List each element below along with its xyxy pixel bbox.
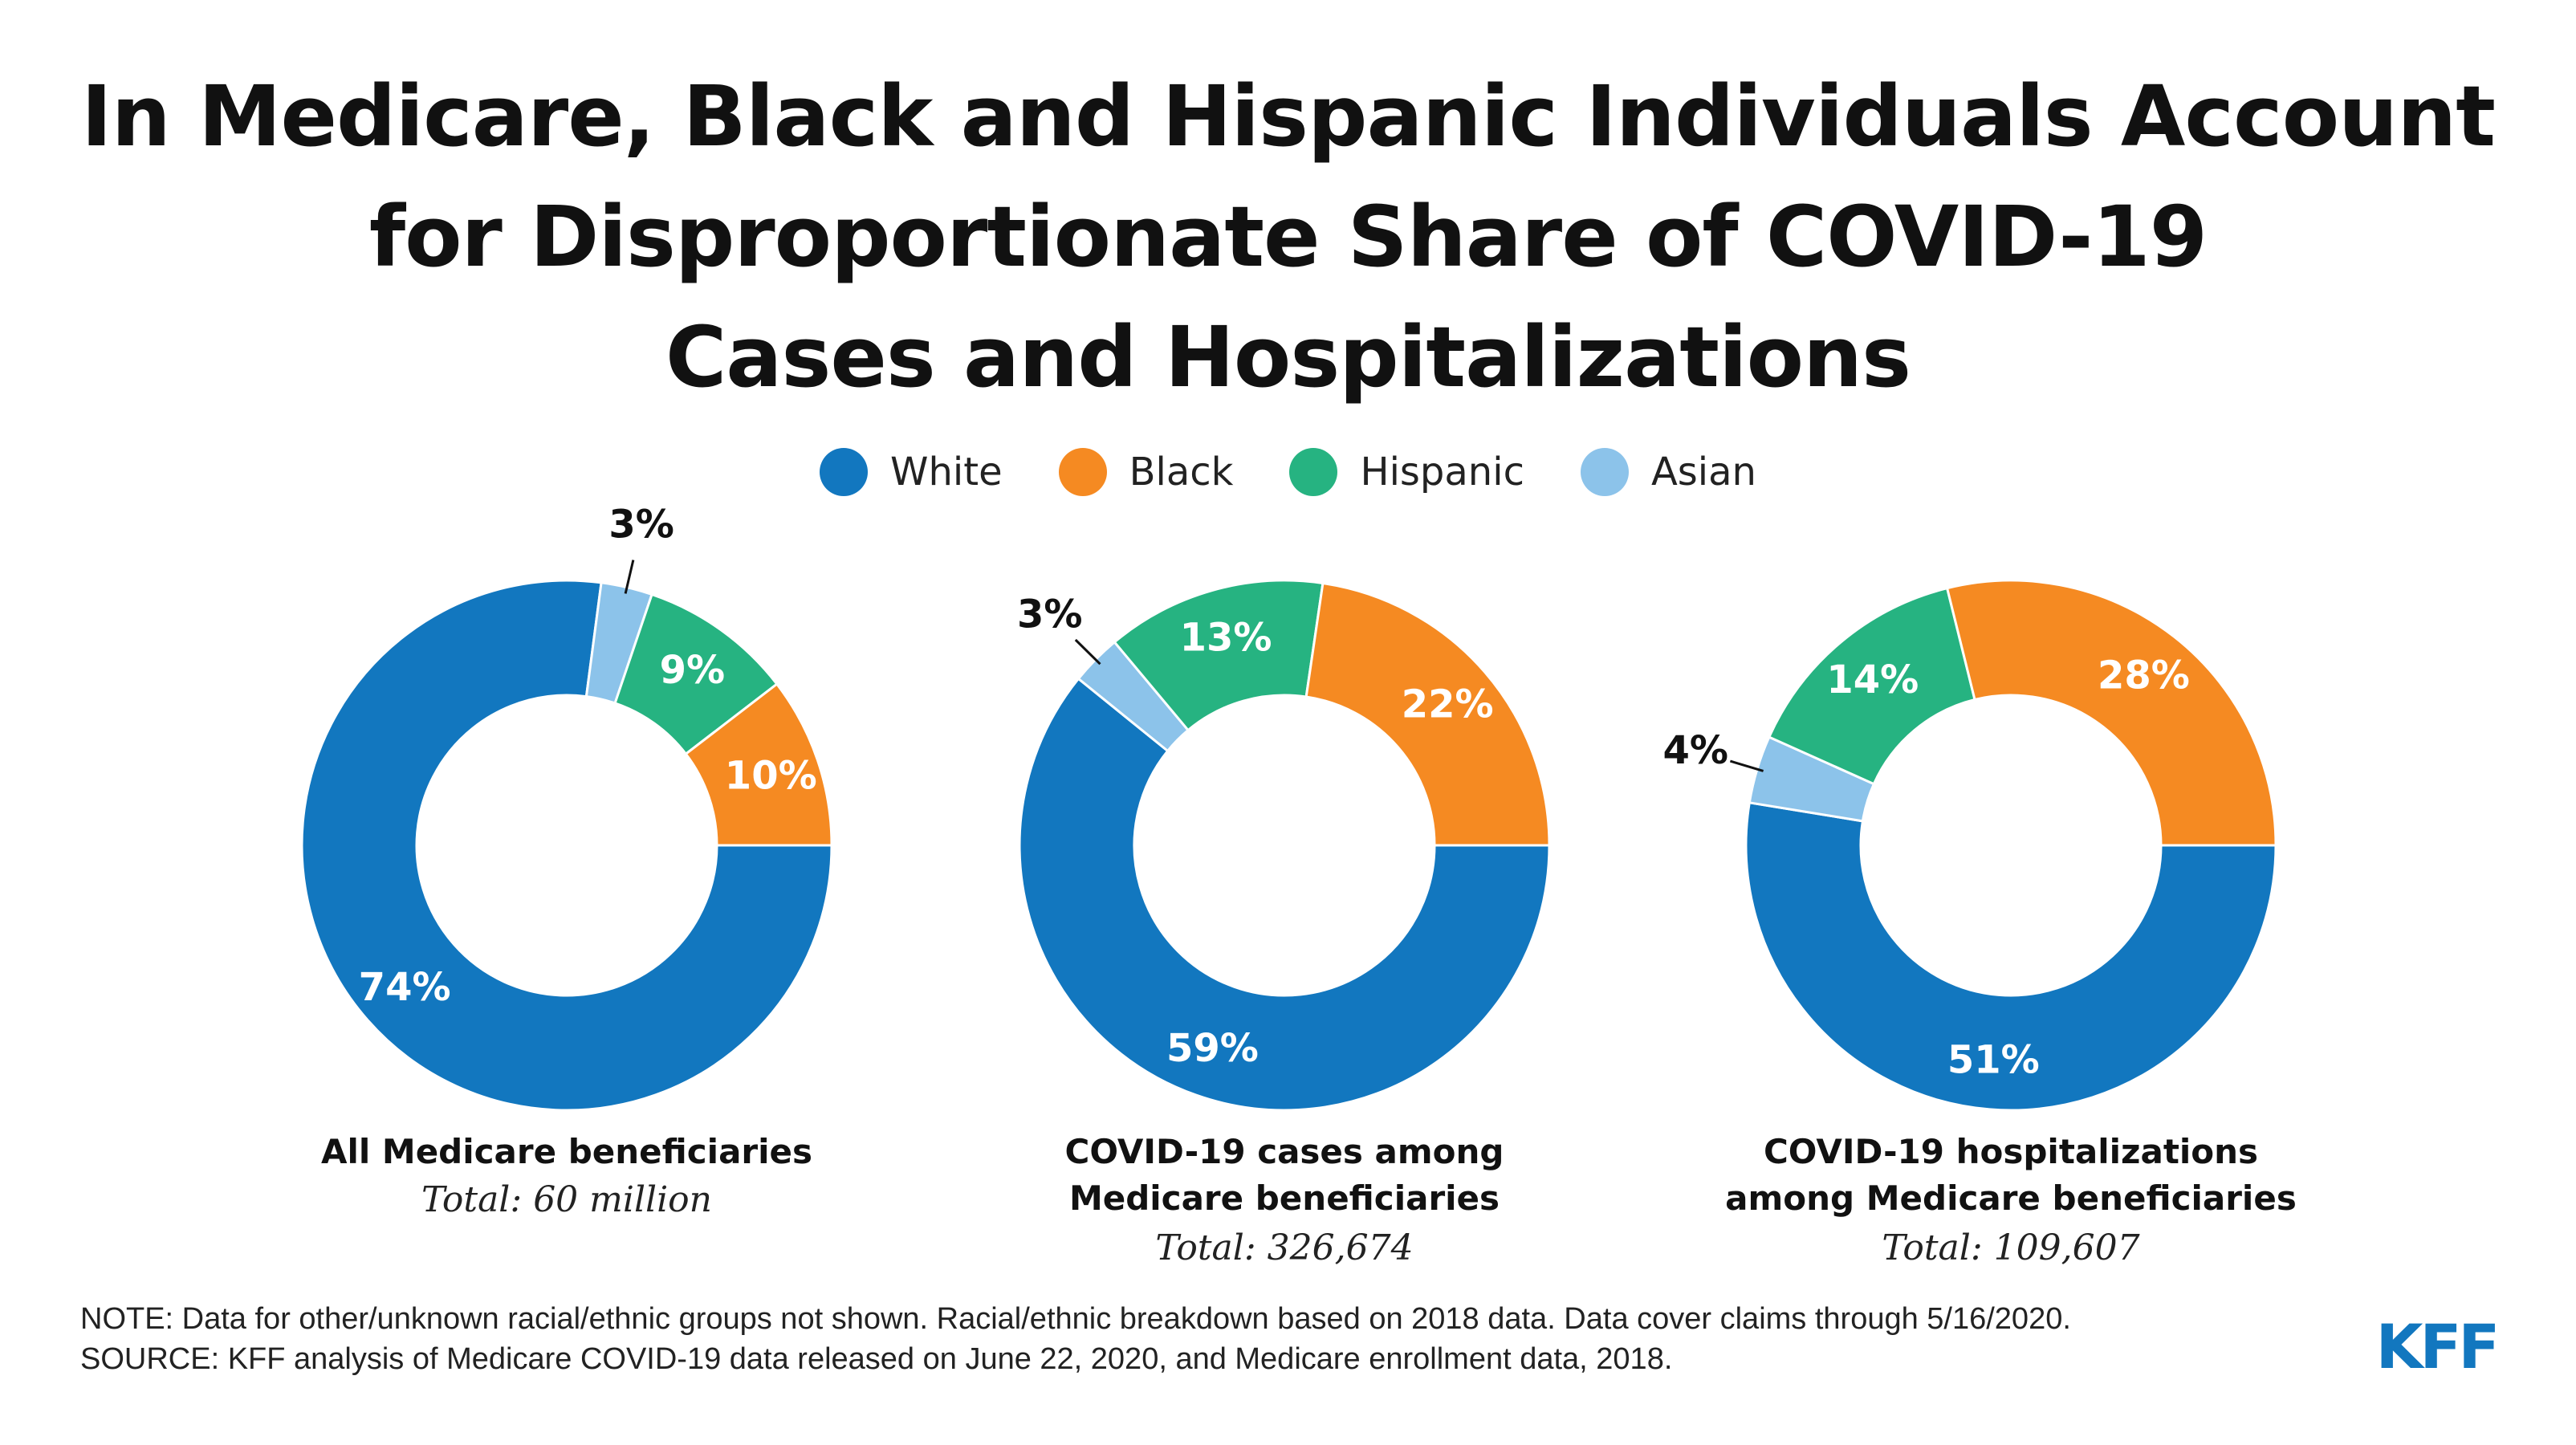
legend: White Black Hispanic Asian (0, 440, 2576, 504)
caption-title-3: COVID-19 hospitalizations among Medicare… (1725, 1132, 2297, 1218)
kff-logo: KFF (2375, 1311, 2501, 1382)
leader-line-asian-3 (1729, 759, 1764, 772)
label-asian-3: 4% (1663, 728, 1729, 773)
footer-notes: NOTE: Data for other/unknown racial/ethn… (80, 1299, 2368, 1379)
donut-chart-2: 59% 3% 13% 22% (1017, 579, 1551, 1112)
label-asian-1: 3% (608, 503, 674, 547)
legend-swatch-black (1058, 448, 1107, 496)
label-black-2: 22% (1402, 682, 1494, 727)
label-hispanic-3: 14% (1826, 657, 1919, 702)
label-white-3: 51% (1947, 1038, 2040, 1083)
slice-black-2 (1304, 581, 1551, 847)
slice-hispanic-3 (1767, 586, 1976, 786)
footer-note: NOTE: Data for other/unknown racial/ethn… (80, 1302, 2071, 1336)
label-asian-2: 3% (1017, 592, 1083, 637)
title-line-3: Cases and Hospitalizations (665, 308, 1911, 406)
label-white-2: 59% (1166, 1026, 1259, 1071)
legend-item-hispanic: Hispanic (1289, 448, 1524, 496)
label-black-1: 10% (725, 754, 817, 799)
legend-swatch-asian (1580, 448, 1629, 496)
legend-swatch-white (820, 448, 869, 496)
caption-total-3: Total: 109,607 (1882, 1227, 2140, 1268)
title-line-2: for Disproportionate Share of COVID-19 (368, 188, 2208, 286)
legend-label-asian: Asian (1650, 450, 1756, 495)
leader-line-asian-2 (1074, 638, 1101, 666)
donut-chart-1: 74% 3% 9% 10% (300, 503, 833, 1112)
footer-source: SOURCE: KFF analysis of Medicare COVID-1… (80, 1342, 1673, 1376)
label-white-1: 74% (359, 965, 451, 1010)
slice-white-2 (1018, 677, 1551, 1112)
slice-black-3 (1945, 579, 2277, 847)
legend-label-white: White (890, 450, 1003, 495)
label-hispanic-2: 13% (1180, 616, 1272, 661)
leader-line-asian-1 (624, 560, 635, 594)
slice-white-1 (300, 579, 833, 1112)
legend-label-black: Black (1129, 450, 1234, 495)
slice-white-3 (1744, 801, 2277, 1112)
caption-title-1: All Medicare beneficiaries (320, 1132, 812, 1171)
legend-item-asian: Asian (1580, 448, 1756, 496)
donut-chart-3: 51% 4% 14% 28% (1663, 579, 2277, 1112)
legend-swatch-hispanic (1289, 448, 1338, 496)
legend-label-hispanic: Hispanic (1360, 450, 1524, 495)
legend-item-white: White (820, 448, 1003, 496)
label-hispanic-1: 9% (660, 648, 726, 693)
caption-total-1: Total: 60 million (421, 1179, 713, 1220)
page-title: In Medicare, Black and Hispanic Individu… (0, 56, 2576, 417)
slice-black-1 (684, 682, 833, 847)
caption-title-2: COVID-19 cases among Medicare beneficiar… (1064, 1132, 1504, 1218)
donut-charts: 74% 3% 9% 10% 59% 3% 13% 22% 51% 4% 14% 28% (300, 503, 2277, 1112)
slice-hispanic-2 (1113, 579, 1325, 732)
legend-item-black: Black (1058, 448, 1234, 496)
label-black-3: 28% (2098, 653, 2190, 698)
title-line-1: In Medicare, Black and Hispanic Individu… (81, 67, 2496, 165)
caption-total-2: Total: 326,674 (1155, 1227, 1414, 1268)
